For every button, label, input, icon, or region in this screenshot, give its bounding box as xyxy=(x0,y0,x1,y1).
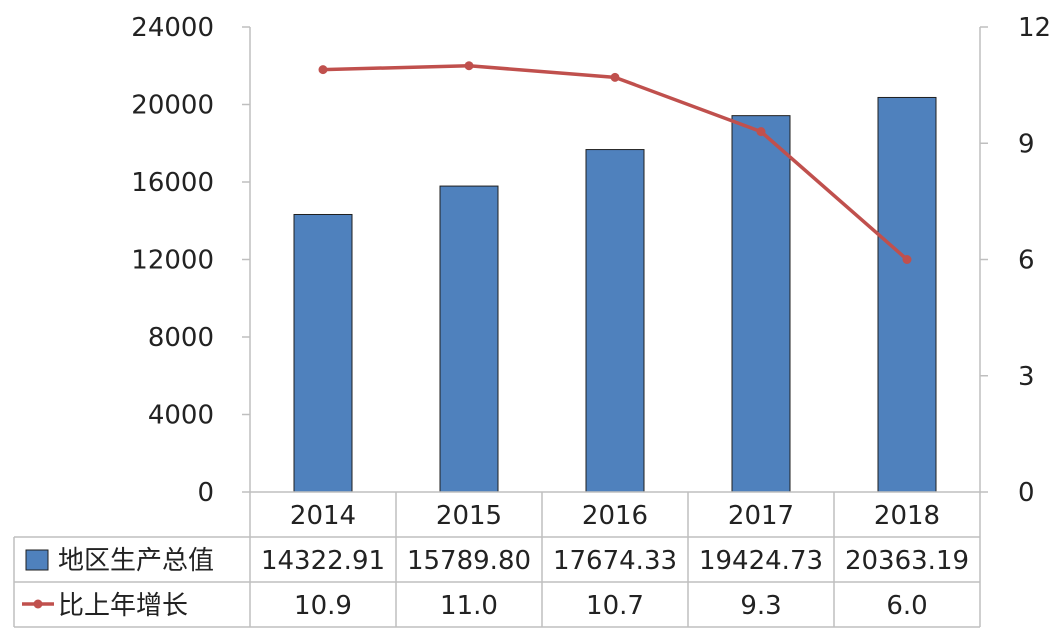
category-label: 2016 xyxy=(582,501,648,531)
right-tick-label: 0 xyxy=(1018,478,1035,508)
right-tick-label: 9 xyxy=(1018,129,1035,159)
bar-value-label: 15789.80 xyxy=(407,546,531,576)
line-value-label: 10.9 xyxy=(294,591,352,621)
line-point xyxy=(464,61,474,71)
line-value-label: 9.3 xyxy=(740,591,781,621)
left-tick-label: 4000 xyxy=(148,401,214,431)
left-tick-label: 8000 xyxy=(148,323,214,353)
right-tick-label: 6 xyxy=(1018,246,1035,276)
left-tick-label: 24000 xyxy=(131,13,214,43)
line-point xyxy=(756,127,766,137)
legend-swatch-bar xyxy=(25,549,49,571)
line-value-label: 10.7 xyxy=(586,591,644,621)
bar xyxy=(877,96,937,493)
line-point xyxy=(902,255,912,264)
category-label: 2014 xyxy=(290,501,356,531)
line-point xyxy=(610,72,620,82)
axes: 0 4000 8000 12000 16000 20000 24000 0 3 6 9 12 xyxy=(131,13,1051,508)
category-label: 2018 xyxy=(874,501,940,531)
right-tick-label: 3 xyxy=(1018,362,1035,392)
category-label: 2015 xyxy=(436,501,502,531)
bar xyxy=(585,149,645,493)
bar-series xyxy=(293,96,937,493)
left-tick-label: 16000 xyxy=(131,168,214,198)
line-series xyxy=(318,61,912,264)
legend-label-line: 比上年增长 xyxy=(58,591,188,621)
left-tick-label: 20000 xyxy=(131,91,214,121)
legend-label-bar: 地区生产总值 xyxy=(58,546,214,576)
legend-swatch-marker xyxy=(33,599,43,609)
category-label: 2017 xyxy=(728,501,794,531)
bar-value-label: 17674.33 xyxy=(553,546,677,576)
line-point xyxy=(318,65,328,75)
right-tick-label: 12 xyxy=(1018,13,1051,43)
left-tick-label: 0 xyxy=(197,478,214,508)
bar xyxy=(293,213,353,493)
left-tick-label: 12000 xyxy=(131,246,214,276)
bar-value-label: 14322.91 xyxy=(261,546,385,576)
bar-value-label: 19424.73 xyxy=(699,546,823,576)
bar-value-label: 20363.19 xyxy=(845,546,969,576)
line-value-label: 6.0 xyxy=(886,591,927,621)
bar xyxy=(439,185,499,493)
line-value-label: 11.0 xyxy=(440,591,498,621)
bar xyxy=(731,115,791,493)
